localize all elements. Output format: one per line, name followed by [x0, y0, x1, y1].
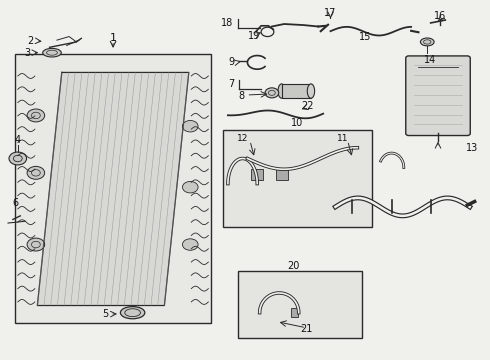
- Text: 6: 6: [12, 198, 19, 208]
- Bar: [251, 169, 263, 180]
- Circle shape: [182, 239, 198, 250]
- Ellipse shape: [121, 307, 145, 319]
- Text: 17: 17: [324, 8, 337, 18]
- Text: 1: 1: [110, 33, 117, 43]
- Text: 14: 14: [423, 55, 436, 65]
- Ellipse shape: [307, 84, 315, 98]
- Circle shape: [182, 121, 198, 132]
- Bar: [15, 54, 211, 323]
- Text: 2: 2: [27, 36, 33, 46]
- Text: 16: 16: [434, 12, 446, 22]
- Circle shape: [9, 152, 26, 165]
- Text: 11: 11: [337, 134, 348, 143]
- Text: 5: 5: [102, 309, 108, 319]
- Bar: [276, 169, 288, 180]
- Text: 19: 19: [247, 31, 260, 41]
- Ellipse shape: [420, 38, 434, 46]
- Ellipse shape: [43, 48, 61, 57]
- Bar: [292, 309, 298, 317]
- Text: 4: 4: [15, 135, 21, 145]
- Polygon shape: [37, 72, 189, 306]
- Text: 13: 13: [466, 143, 478, 153]
- Text: 10: 10: [292, 118, 304, 128]
- Bar: [238, 271, 362, 338]
- Text: 3: 3: [24, 48, 30, 58]
- Ellipse shape: [278, 84, 285, 98]
- Circle shape: [27, 109, 45, 122]
- Circle shape: [27, 166, 45, 179]
- Text: 21: 21: [300, 324, 313, 334]
- Text: 22: 22: [301, 102, 314, 112]
- Text: 20: 20: [288, 261, 300, 271]
- Text: 9: 9: [228, 57, 234, 67]
- Circle shape: [27, 238, 45, 251]
- FancyBboxPatch shape: [406, 56, 470, 135]
- Text: 15: 15: [359, 32, 371, 42]
- Text: 7: 7: [228, 79, 234, 89]
- Bar: [223, 130, 372, 226]
- Text: 12: 12: [237, 134, 248, 143]
- Text: 8: 8: [239, 91, 245, 102]
- Bar: [282, 84, 311, 98]
- Circle shape: [182, 181, 198, 193]
- Circle shape: [265, 88, 279, 98]
- Text: 18: 18: [220, 18, 233, 28]
